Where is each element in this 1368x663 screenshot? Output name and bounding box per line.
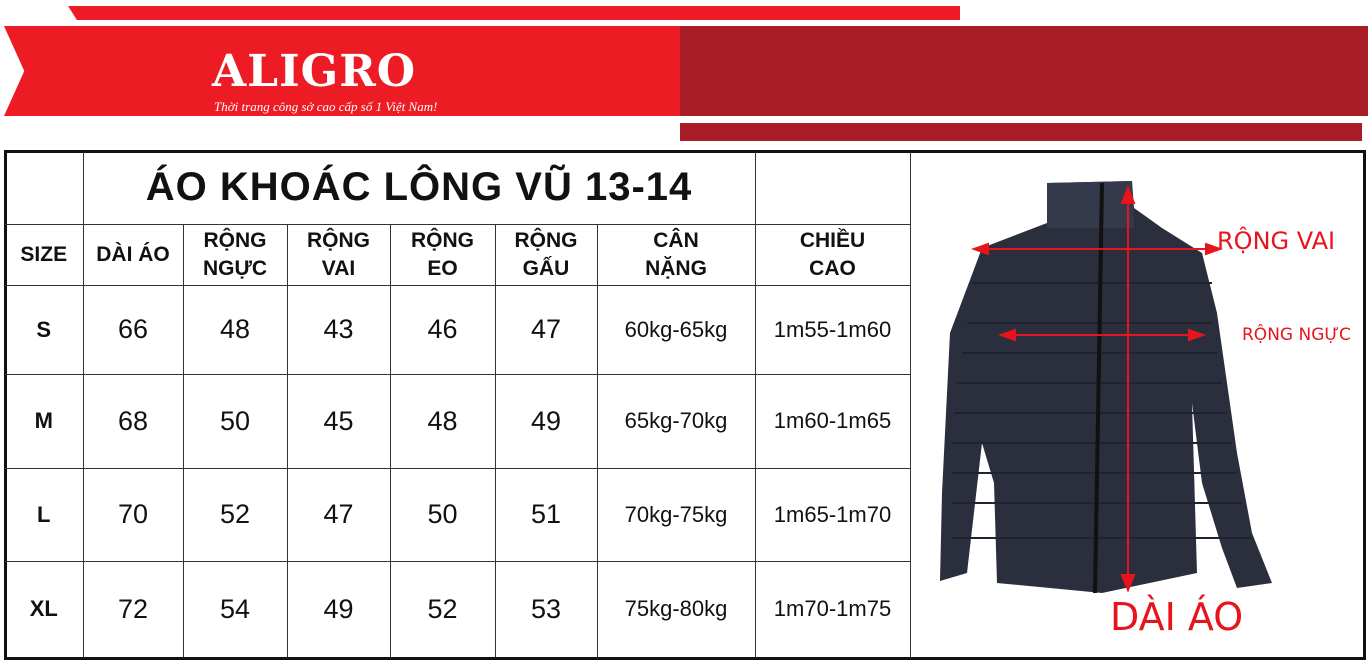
blank-cell: [754, 152, 911, 225]
brand-logo: ALIGRO: [212, 46, 417, 97]
column-header: CHIỀU CAO: [754, 223, 911, 286]
table-row: S 66 48 43 46 47 60kg-65kg 1m55-1m60: [5, 284, 911, 375]
column-header: RỘNG GẤU: [494, 223, 598, 286]
banner-dark-strip: [680, 123, 1362, 141]
header-line: RỘNG: [411, 228, 474, 252]
brand-banner: [4, 26, 680, 116]
size-cell: M: [5, 373, 84, 469]
header-line: DÀI ÁO: [96, 242, 170, 266]
value-cell: 50: [389, 467, 496, 562]
header-line: RỘNG: [203, 228, 267, 252]
size-cell: S: [5, 284, 84, 375]
value-cell: 53: [494, 560, 598, 657]
column-header: RỘNG VAI: [286, 223, 391, 286]
header-line: CAO: [809, 256, 856, 280]
value-cell: 52: [182, 467, 288, 562]
value-cell: 72: [82, 560, 184, 657]
jacket-image: [940, 181, 1272, 594]
value-cell: 60kg-65kg: [596, 284, 756, 375]
table-title: ÁO KHOÁC LÔNG VŨ 13-14: [82, 152, 756, 225]
value-cell: 50: [182, 373, 288, 469]
header-line: SIZE: [20, 242, 68, 266]
value-cell: 52: [389, 560, 496, 657]
value-cell: 1m70-1m75: [754, 560, 911, 657]
header-line: NGỰC: [202, 256, 268, 280]
chest-label: RỘNG NGỰC: [1242, 325, 1351, 345]
value-cell: 49: [286, 560, 391, 657]
column-header: SIZE: [5, 223, 84, 286]
value-cell: 68: [82, 373, 184, 469]
header-line: RỘNG: [514, 228, 578, 252]
column-header: RỘNG EO: [389, 223, 496, 286]
value-cell: 1m60-1m65: [754, 373, 911, 469]
header-line: GẤU: [522, 256, 570, 280]
value-cell: 66: [82, 284, 184, 375]
blank-cell: [5, 152, 84, 225]
measurement-arrows: [971, 185, 1223, 593]
value-cell: 43: [286, 284, 391, 375]
header-line: CÂN: [653, 228, 699, 252]
value-cell: 70kg-75kg: [596, 467, 756, 562]
size-table: ÁO KHOÁC LÔNG VŨ 13-14 SIZE DÀI ÁO RỘNG NGỰ…: [5, 152, 911, 657]
value-cell: 1m55-1m60: [754, 284, 911, 375]
banner-dark: [680, 26, 1368, 116]
value-cell: 51: [494, 467, 598, 562]
header-line: EO: [427, 256, 458, 280]
value-cell: 49: [494, 373, 598, 469]
value-cell: 46: [389, 284, 496, 375]
value-cell: 54: [182, 560, 288, 657]
header-row: SIZE DÀI ÁO RỘNG NGỰC RỘNG VAI RỘNG EO RỘNG GẤU CÂ…: [5, 223, 911, 286]
jacket-diagram: RỘNG VAI RỘNG NGỰC DÀI ÁO: [912, 153, 1362, 658]
length-label: DÀI ÁO: [1110, 595, 1244, 639]
table-row: M 68 50 45 48 49 65kg-70kg 1m60-1m65: [5, 373, 911, 469]
value-cell: 70: [82, 467, 184, 562]
table-row: XL 72 54 49 52 53 75kg-80kg 1m70-1m75: [5, 560, 911, 657]
value-cell: 48: [182, 284, 288, 375]
value-cell: 45: [286, 373, 391, 469]
header-line: VAI: [321, 256, 356, 280]
value-cell: 48: [389, 373, 496, 469]
column-header: CÂN NẶNG: [596, 223, 756, 286]
header-line: NẶNG: [645, 256, 707, 280]
header-line: RỘNG: [307, 228, 370, 252]
shoulder-label: RỘNG VAI: [1217, 227, 1336, 255]
value-cell: 47: [286, 467, 391, 562]
value-cell: 75kg-80kg: [596, 560, 756, 657]
size-cell: XL: [5, 560, 84, 657]
size-cell: L: [5, 467, 84, 562]
column-header: RỘNG NGỰC: [182, 223, 288, 286]
value-cell: 47: [494, 284, 598, 375]
brand-slogan: Thời trang công sở cao cấp số 1 Việt Nam…: [214, 99, 438, 114]
value-cell: 1m65-1m70: [754, 467, 911, 562]
top-stripe: [68, 6, 960, 20]
table-row: L 70 52 47 50 51 70kg-75kg 1m65-1m70: [5, 467, 911, 562]
value-cell: 65kg-70kg: [596, 373, 756, 469]
column-header: DÀI ÁO: [82, 223, 184, 286]
header-line: CHIỀU: [799, 228, 866, 252]
